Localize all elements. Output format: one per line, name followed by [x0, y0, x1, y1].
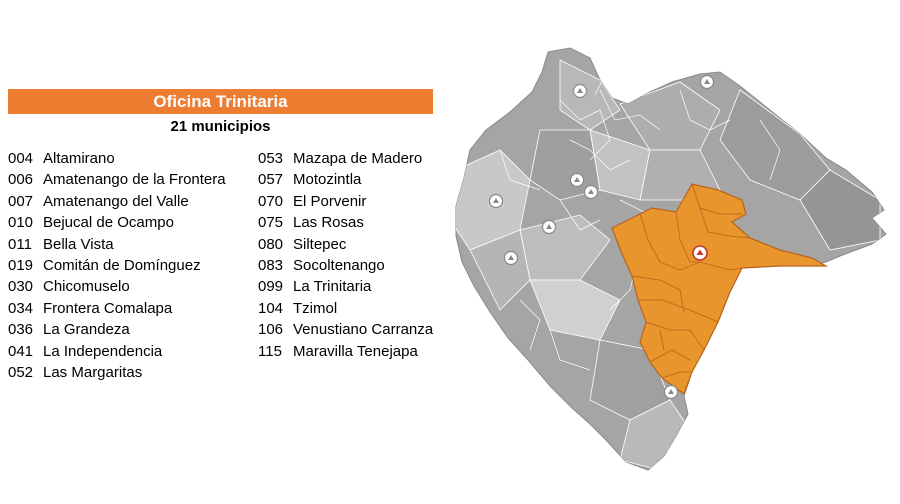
municipio-list-left: 004 Altamirano 006 Amatenango de la Fronter… [8, 150, 256, 385]
municipio-item: 007 Amatenango del Valle [8, 193, 256, 214]
municipio-list-right: 053 Mazapa de Madero 057 Motozintla 070 El Po… [258, 150, 458, 364]
office-title: Oficina Trinitaria [153, 91, 288, 111]
municipio-name: Altamirano [43, 150, 115, 167]
office-pin-icon [569, 172, 585, 188]
municipio-item: 052 Las Margaritas [8, 364, 256, 385]
municipio-name: Mazapa de Madero [293, 150, 423, 167]
municipio-name: El Porvenir [293, 192, 367, 210]
municipio-code: 080 [258, 235, 284, 253]
office-markers [488, 74, 715, 400]
municipio-name: Comitán de Domínguez [43, 256, 201, 274]
municipio-item: 034 Frontera Comalapa [8, 300, 256, 321]
municipio-code: 036 [8, 321, 34, 339]
municipio-item: 030 Chicomuselo [8, 278, 256, 299]
municipio-name: Las Margaritas [43, 363, 143, 381]
municipio-item: 057 Motozintla [258, 171, 458, 192]
municipio-code: 004 [8, 150, 34, 167]
municipio-code: 041 [8, 342, 34, 360]
municipio-name: Motozintla [293, 171, 362, 189]
municipio-code: 106 [258, 321, 284, 339]
municipio-item: 019 Comitán de Domínguez [8, 257, 256, 278]
municipio-item: 011 Bella Vista [8, 236, 256, 257]
municipio-count: 21 municipios [170, 118, 271, 135]
municipio-code: 019 [8, 256, 34, 274]
municipio-name: Socoltenango [293, 256, 385, 274]
municipio-name: Frontera Comalapa [43, 299, 173, 317]
municipio-code: 104 [258, 299, 284, 317]
municipio-item: 006 Amatenango de la Frontera [8, 171, 256, 192]
municipio-name: Amatenango del Valle [43, 192, 189, 210]
municipio-name: Chicomuselo [43, 278, 130, 296]
municipio-name: Bejucal de Ocampo [43, 214, 174, 232]
municipio-name: La Independencia [43, 342, 163, 360]
municipio-code: 115 [258, 342, 282, 360]
office-pin-icon [572, 83, 588, 99]
trinitaria-office-pin-icon [692, 245, 708, 261]
trinitaria-municipio-lines [631, 183, 751, 379]
municipio-name: Venustiano Carranza [293, 321, 434, 339]
municipio-item: 104 Tzimol [258, 300, 458, 321]
municipio-item: 041 La Independencia [8, 343, 256, 364]
office-pin-icon [583, 184, 599, 200]
municipio-item: 083 Socoltenango [258, 257, 458, 278]
municipio-name: Las Rosas [293, 214, 364, 232]
office-pin-icon [699, 74, 715, 90]
municipio-code: 057 [258, 171, 284, 189]
municipio-item: 099 La Trinitaria [258, 278, 458, 299]
municipio-item: 004 Altamirano [8, 150, 256, 171]
office-pin-icon [663, 384, 679, 400]
municipio-name: La Grandeza [43, 321, 130, 339]
municipio-item: 053 Mazapa de Madero [258, 150, 458, 171]
municipio-code: 007 [8, 192, 34, 210]
municipio-name: La Trinitaria [293, 278, 372, 296]
municipio-code: 006 [8, 171, 34, 189]
municipio-item: 106 Venustiano Carranza [258, 321, 458, 342]
municipio-code: 034 [8, 299, 34, 317]
trinitaria-region [611, 183, 829, 395]
municipio-code: 011 [8, 235, 32, 253]
office-title-banner: Oficina Trinitaria [8, 89, 433, 114]
office-pin-icon [488, 193, 504, 209]
municipio-code: 053 [258, 150, 284, 167]
chiapas-map [455, 47, 887, 471]
municipio-item: 080 Siltepec [258, 236, 458, 257]
municipio-name: Bella Vista [43, 235, 114, 253]
municipio-code: 083 [258, 256, 284, 274]
municipio-name: Amatenango de la Frontera [43, 171, 226, 189]
municipio-item: 010 Bejucal de Ocampo [8, 214, 256, 235]
municipio-code: 075 [258, 214, 284, 232]
municipio-name: Maravilla Tenejapa [293, 342, 418, 360]
municipio-item: 075 Las Rosas [258, 214, 458, 235]
municipio-item: 036 La Grandeza [8, 321, 256, 342]
municipio-code: 010 [8, 214, 34, 232]
municipio-code: 070 [258, 192, 284, 210]
municipio-code: 030 [8, 278, 34, 296]
municipio-name: Siltepec [293, 235, 347, 253]
municipio-item: 115 Maravilla Tenejapa [258, 343, 458, 364]
municipio-name: Tzimol [293, 299, 338, 317]
municipio-item: 070 El Porvenir [258, 193, 458, 214]
municipio-code: 099 [258, 278, 284, 296]
office-pin-icon [541, 219, 557, 235]
office-pin-icon [503, 250, 519, 266]
municipio-boundaries [456, 59, 881, 470]
municipio-code: 052 [8, 363, 34, 381]
